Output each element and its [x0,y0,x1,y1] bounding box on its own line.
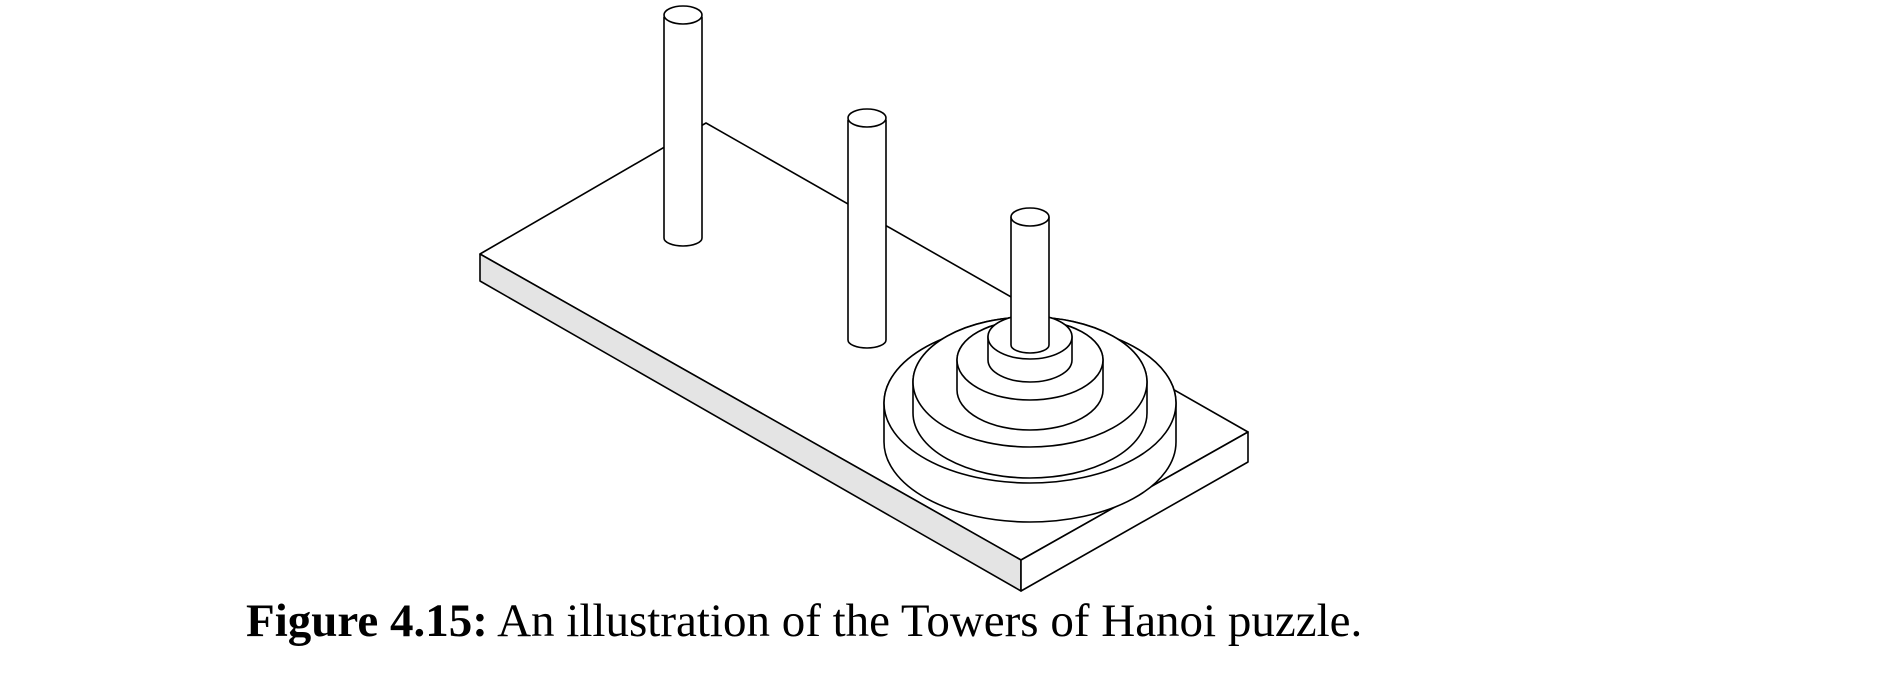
figure-label: Figure 4.15: [246,595,488,647]
figure-caption-text: An illustration of the Towers of Hanoi p… [497,595,1363,647]
peg-1 [663,5,703,247]
peg-2 [847,108,887,349]
figure-caption: Figure 4.15: An illustration of the Towe… [246,598,1362,645]
board-right-side [1020,431,1249,592]
disk-stack [883,314,1177,523]
peg-3 [1010,207,1050,354]
